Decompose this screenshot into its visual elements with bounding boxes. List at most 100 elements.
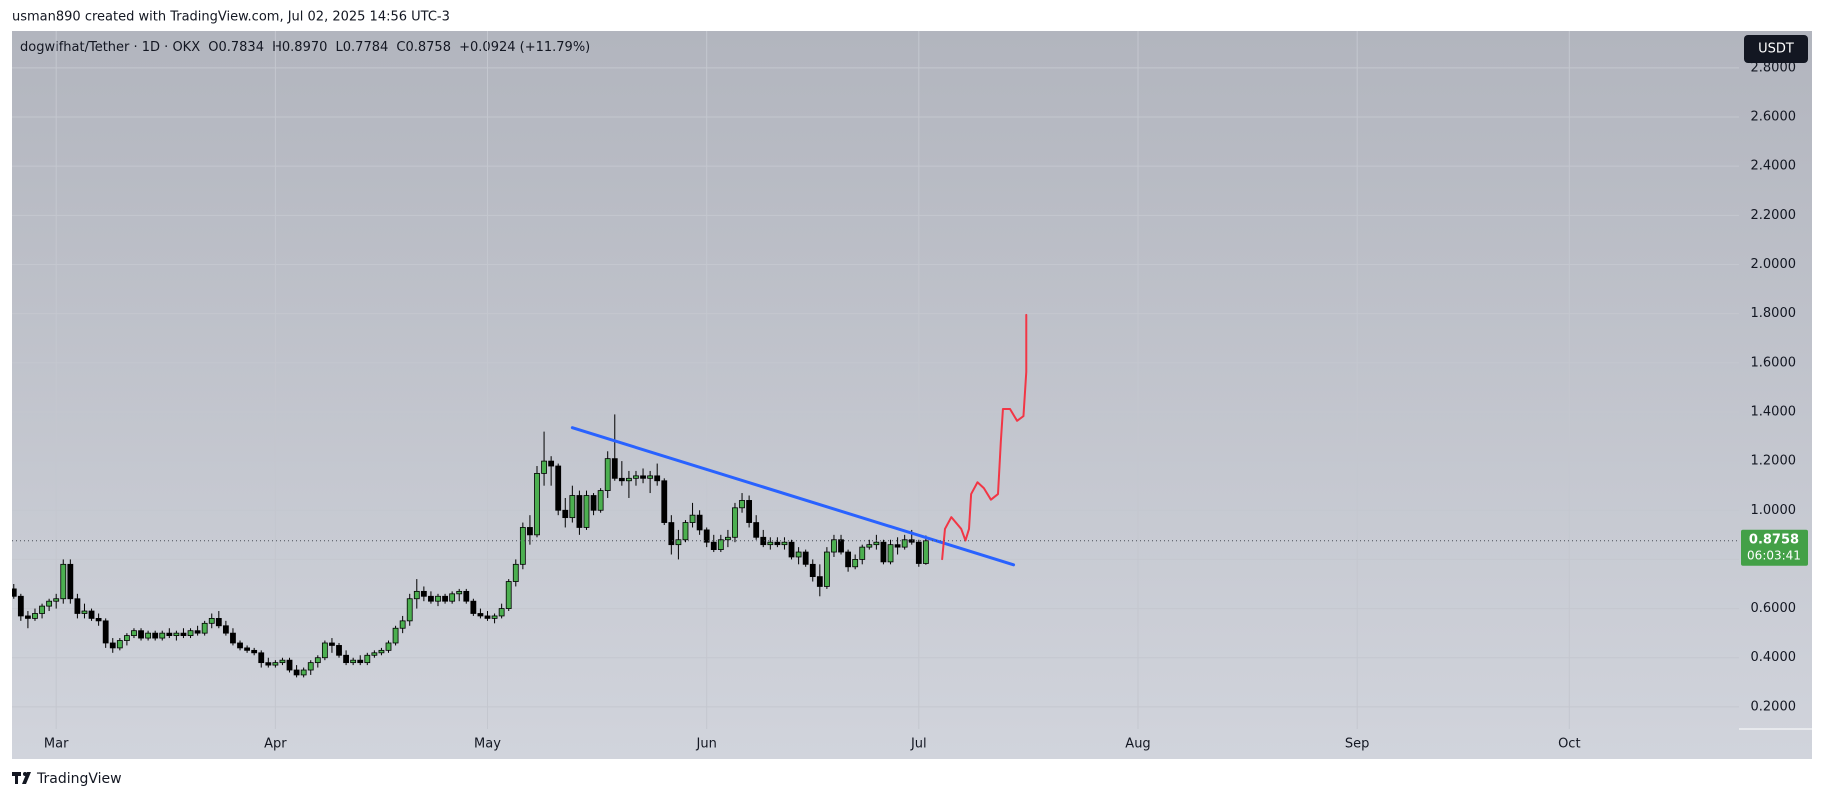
candle-body bbox=[717, 539, 724, 550]
x-tick-label: Mar bbox=[44, 737, 69, 752]
candle-body bbox=[484, 615, 491, 619]
countdown: 06:03:41 bbox=[1747, 548, 1801, 562]
candle-body bbox=[201, 622, 208, 634]
candle-body bbox=[265, 662, 272, 666]
candle-body bbox=[816, 576, 823, 587]
candle-body bbox=[123, 635, 130, 641]
x-tick-label: Sep bbox=[1345, 737, 1370, 752]
x-tick-label: Apr bbox=[264, 737, 287, 752]
candle-body bbox=[215, 618, 222, 627]
candle-body bbox=[237, 642, 243, 649]
candle-body bbox=[152, 632, 159, 639]
candle-body bbox=[661, 480, 668, 523]
brand: TradingView bbox=[36, 771, 122, 787]
candle-body bbox=[753, 522, 760, 538]
x-tick-label: Aug bbox=[1125, 737, 1150, 752]
candle-body bbox=[746, 500, 753, 523]
candle-body bbox=[399, 620, 406, 629]
projection-path bbox=[941, 313, 1028, 561]
last-price-box bbox=[1741, 529, 1808, 566]
legend-high: H0.8970 bbox=[272, 40, 327, 55]
chart-background bbox=[12, 31, 1812, 759]
candle-body bbox=[420, 590, 427, 597]
attribution: usman890 created with TradingView.com, J… bbox=[12, 10, 450, 25]
x-tick-label: Oct bbox=[1558, 737, 1580, 752]
candle-body bbox=[102, 620, 109, 644]
candle-body bbox=[463, 590, 470, 602]
currency-button[interactable] bbox=[1744, 35, 1808, 63]
candle-body bbox=[498, 608, 505, 617]
candle-body bbox=[406, 598, 413, 622]
candle-body bbox=[611, 458, 618, 479]
candle-body bbox=[682, 522, 689, 541]
candle-body bbox=[519, 527, 526, 565]
candle-body bbox=[823, 551, 830, 587]
y-tick-label: 0.2000 bbox=[1751, 699, 1797, 714]
candle-body bbox=[131, 630, 137, 637]
candle-body bbox=[166, 632, 173, 637]
y-tick-label: 1.4000 bbox=[1751, 404, 1797, 419]
candle-body bbox=[378, 649, 385, 654]
candle-body bbox=[618, 477, 625, 482]
candle-body bbox=[555, 465, 562, 511]
candle-body bbox=[109, 642, 116, 649]
candle-body bbox=[845, 551, 852, 568]
candle-body bbox=[321, 642, 328, 659]
candle-body bbox=[633, 475, 639, 479]
candle-body bbox=[392, 627, 399, 644]
candle-body bbox=[922, 540, 929, 564]
candle-body bbox=[696, 514, 703, 531]
candle-body bbox=[725, 536, 731, 541]
candle-body bbox=[364, 654, 371, 664]
candle-body bbox=[279, 659, 286, 664]
brand-logo bbox=[12, 772, 31, 784]
trend-line bbox=[570, 426, 1016, 567]
candle-body bbox=[562, 509, 569, 519]
candle-body bbox=[668, 522, 675, 546]
candle-body bbox=[116, 640, 123, 649]
y-tick-label: 1.6000 bbox=[1751, 355, 1797, 370]
candle-body bbox=[626, 477, 632, 482]
candle-body bbox=[505, 581, 512, 609]
candle-body bbox=[145, 632, 152, 639]
candle-body bbox=[46, 600, 53, 607]
candle-body bbox=[413, 590, 420, 600]
candle-body bbox=[187, 630, 194, 637]
candle-body bbox=[866, 544, 873, 548]
currency-label[interactable]: USDT bbox=[1758, 42, 1794, 57]
candle-body bbox=[286, 659, 293, 671]
y-tick-label: 2.0000 bbox=[1751, 257, 1797, 272]
candle-body bbox=[272, 662, 279, 666]
candle-body bbox=[809, 563, 816, 578]
candle-body bbox=[774, 541, 781, 546]
candle-body bbox=[95, 618, 102, 622]
candle-body bbox=[795, 551, 802, 558]
candle-body bbox=[442, 595, 448, 602]
candle-body bbox=[908, 539, 915, 543]
candle-body bbox=[25, 615, 31, 619]
candle-body bbox=[477, 613, 484, 617]
candle-body bbox=[81, 610, 88, 614]
candle-body bbox=[180, 632, 187, 637]
y-tick-label: 2.8000 bbox=[1751, 60, 1797, 75]
candle-body bbox=[576, 495, 583, 528]
candle-body bbox=[17, 595, 24, 617]
plot bbox=[12, 313, 1028, 678]
candle-body bbox=[640, 475, 646, 479]
candle-body bbox=[343, 654, 349, 664]
candle-body bbox=[527, 527, 533, 536]
candle-body bbox=[456, 590, 463, 595]
x-tick-label: Jul bbox=[910, 737, 927, 752]
candle-body bbox=[67, 563, 74, 600]
candle-body bbox=[307, 662, 314, 671]
candle-body bbox=[329, 642, 335, 646]
candle-body bbox=[597, 490, 604, 511]
candle-body bbox=[760, 536, 767, 546]
candle-body bbox=[689, 514, 696, 523]
grid bbox=[12, 31, 1739, 729]
candle-body bbox=[788, 541, 795, 558]
candle-body bbox=[894, 544, 901, 548]
y-tick-label: 2.6000 bbox=[1751, 110, 1797, 125]
